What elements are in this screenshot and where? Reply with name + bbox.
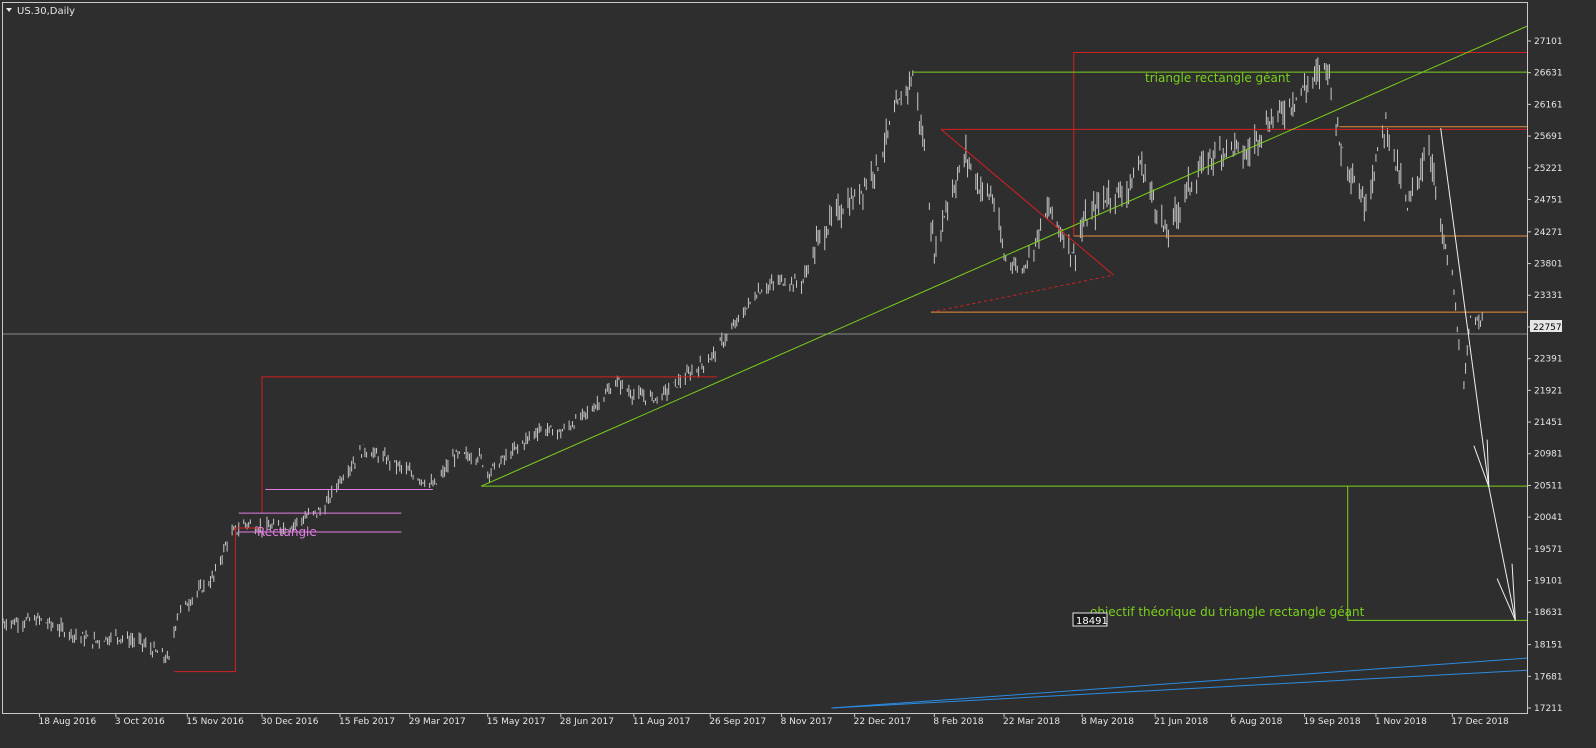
white-arrow-head-1: [1473, 445, 1490, 488]
objective-price-box: [1072, 612, 1108, 627]
time-tick-label: 18 Aug 2016: [39, 717, 97, 727]
price-tick-label: 20981: [1534, 450, 1563, 460]
plot-frame: [2, 2, 1528, 714]
white-arrow-head-2: [1496, 578, 1516, 621]
white-arrow-head-2b: [1511, 563, 1516, 621]
red-top-frame: [1073, 52, 1527, 236]
time-tick-label: 22 Dec 2017: [854, 717, 912, 727]
white-arrow-shaft-2: [1488, 486, 1516, 621]
price-tick-label: 19571: [1534, 545, 1563, 555]
time-tick-label: 28 Jun 2017: [560, 717, 614, 727]
time-tick-label: 15 May 2017: [487, 717, 546, 727]
price-tick-label: 17681: [1534, 672, 1563, 682]
red-target-box: [261, 376, 717, 514]
green-trendline: [480, 25, 1528, 487]
price-tick-label: 20511: [1534, 481, 1563, 491]
price-tick-label: 25221: [1534, 164, 1563, 174]
drawing-objects[interactable]: [173, 25, 1528, 709]
white-arrow-shaft-1: [1440, 127, 1490, 487]
time-axis[interactable]: 18 Aug 2016 3 Oct 2016 15 Nov 2016 30 Dec 2…: [39, 713, 1510, 727]
price-tick-label: 27101: [1534, 37, 1563, 47]
time-tick-label: 15 Nov 2016: [186, 717, 244, 727]
red-breakout-box: [173, 527, 262, 673]
time-tick-label: 1 Nov 2018: [1375, 717, 1427, 727]
blue-trendline-2: [831, 669, 1528, 709]
symbol-title: US.30,Daily: [17, 6, 75, 17]
time-tick-label: 8 Feb 2018: [933, 717, 984, 727]
price-tick-label: 24271: [1534, 228, 1563, 238]
time-tick-label: 21 Jun 2018: [1154, 717, 1208, 727]
price-tick-label: 24751: [1534, 195, 1563, 205]
objective-label[interactable]: objectif théorique du triangle rectangle…: [1090, 605, 1365, 619]
price-tick-label: 21451: [1534, 418, 1563, 428]
price-bars: [2, 57, 1483, 664]
blue-trendline-1: [831, 657, 1528, 709]
price-tick-label: 21921: [1534, 386, 1563, 396]
time-tick-label: 15 Feb 2017: [339, 717, 395, 727]
time-tick-label: 3 Oct 2016: [115, 717, 165, 727]
price-tick-label: 18151: [1534, 641, 1563, 651]
price-tick-label: 23801: [1534, 260, 1563, 270]
time-tick-label: 17 Dec 2018: [1451, 717, 1509, 727]
price-tick-label: 19101: [1534, 577, 1563, 587]
price-tick-label: 26161: [1534, 100, 1563, 110]
price-tick-label: 25691: [1534, 132, 1563, 142]
red-wedge-lower: [930, 274, 1114, 313]
price-tick-label: 17211: [1534, 704, 1563, 714]
triangle-label[interactable]: triangle rectangle géant: [1145, 71, 1291, 85]
objective-price-label: 18491: [1076, 616, 1108, 627]
time-tick-label: 19 Sep 2018: [1304, 717, 1361, 727]
price-tick-label: 20041: [1534, 513, 1563, 523]
price-tick-label: 22391: [1534, 355, 1563, 365]
time-tick-label: 6 Aug 2018: [1230, 717, 1282, 727]
triangle-down-icon[interactable]: [6, 8, 12, 12]
time-tick-label: 29 Mar 2017: [409, 717, 466, 727]
white-arrow-head-1b: [1486, 439, 1490, 487]
price-tick-label: 26631: [1534, 69, 1563, 79]
price-tick-label: 18631: [1534, 608, 1563, 618]
time-tick-label: 8 May 2018: [1081, 717, 1134, 727]
time-tick-label: 22 Mar 2018: [1003, 717, 1060, 727]
time-tick-label: 30 Dec 2016: [261, 717, 319, 727]
current-price-label: 22757: [1533, 323, 1562, 333]
price-tick-label: 23331: [1534, 291, 1563, 301]
time-tick-label: 11 Aug 2017: [633, 717, 691, 727]
current-price-box: [1530, 320, 1562, 332]
time-tick-label: 8 Nov 2017: [781, 717, 833, 727]
rectangle-label[interactable]: Rectangle: [257, 525, 317, 539]
time-tick-label: 26 Sep 2017: [709, 717, 766, 727]
red-wedge-upper: [940, 129, 1114, 276]
